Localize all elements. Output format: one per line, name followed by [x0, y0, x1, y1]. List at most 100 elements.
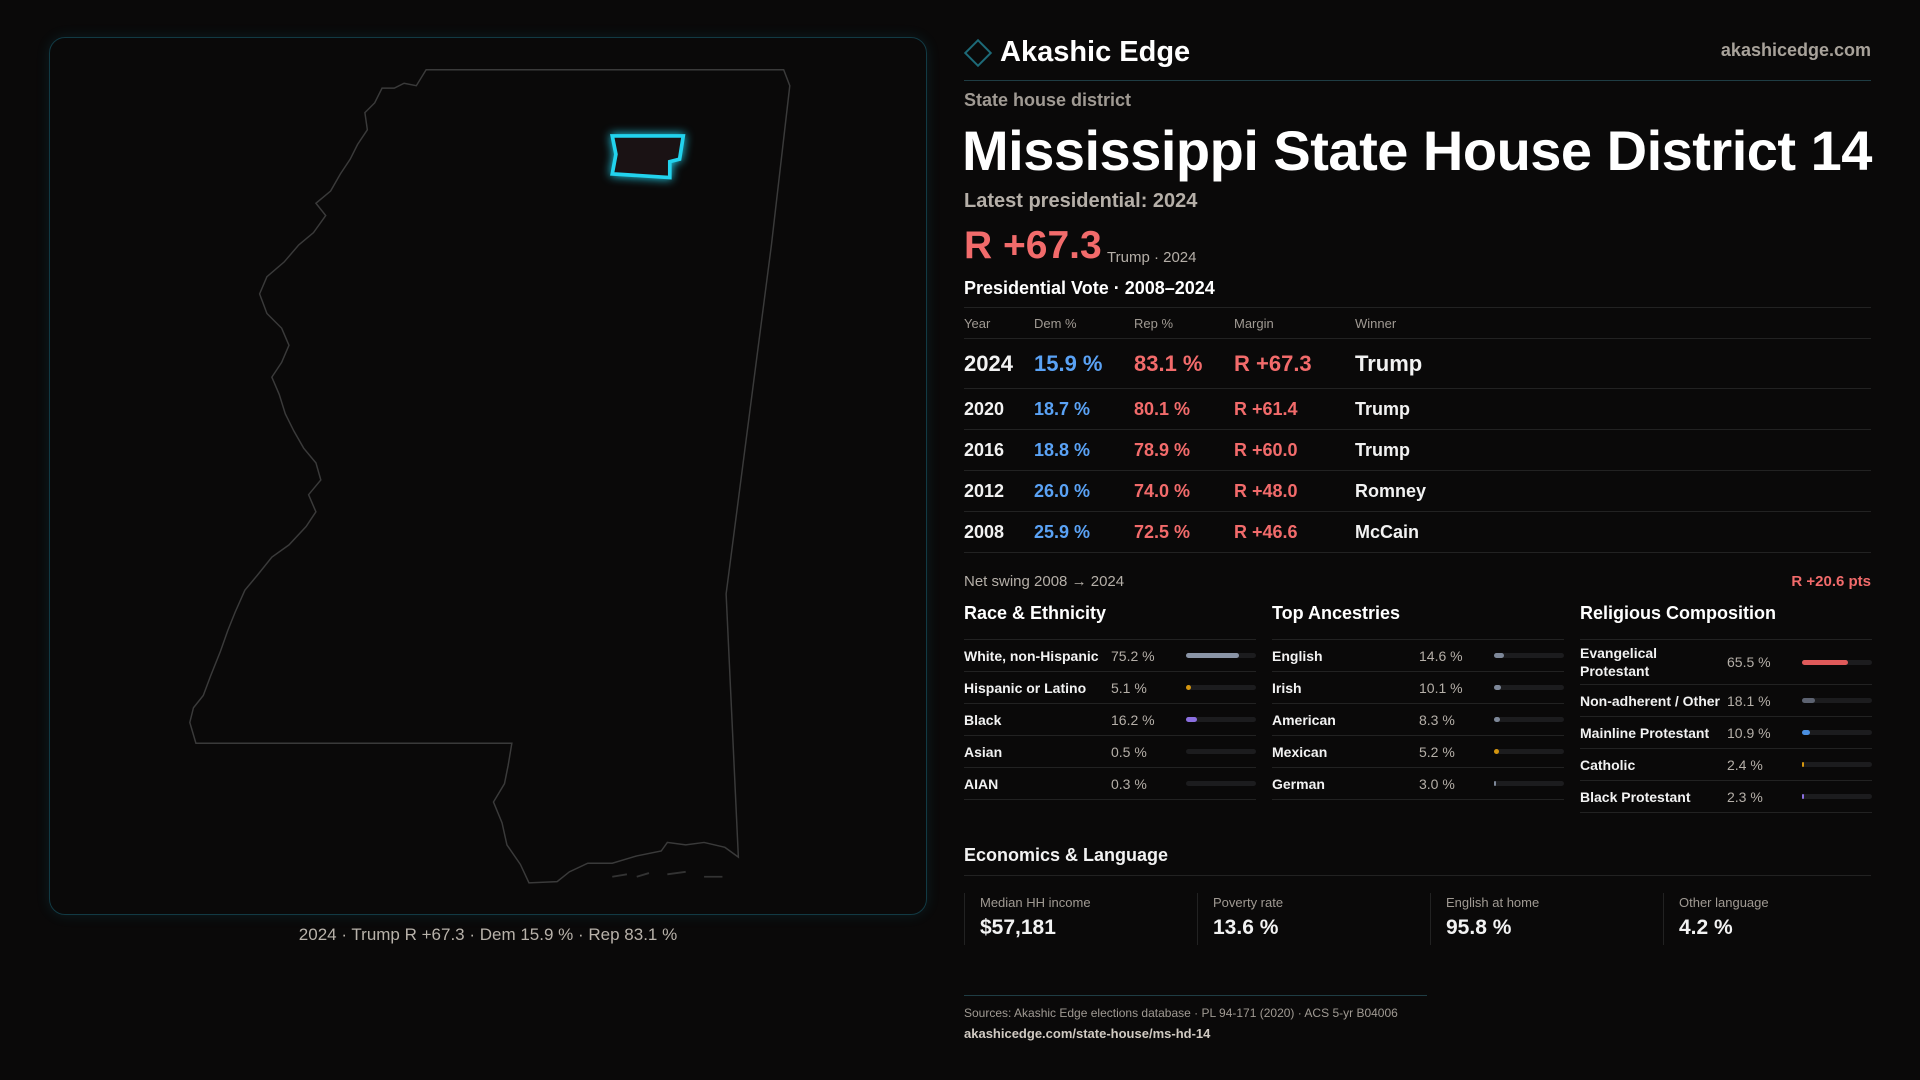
bar-fill [1494, 685, 1502, 690]
stat-card-income: Median HH income $57,181 [964, 893, 1197, 945]
religion-title: Religious Composition [1580, 603, 1872, 640]
cell-rep-pct: 78.9 % [1134, 429, 1234, 471]
row-label: White, non-Hispanic [964, 647, 1099, 664]
stat-card-poverty: Poverty rate 13.6 % [1197, 893, 1430, 945]
sources: Sources: Akashic Edge elections database… [964, 1006, 1398, 1020]
row-label: Black [964, 711, 1002, 728]
col-rep: Rep % [1134, 307, 1234, 339]
ancestry-row: American 8.3 % [1272, 704, 1564, 736]
row-value: 75.2 % [1111, 647, 1155, 664]
stat-label: Poverty rate [1213, 895, 1284, 910]
brand-logo[interactable]: Akashic Edge [963, 36, 1190, 69]
row-value: 2.4 % [1727, 756, 1763, 773]
bar-track [1494, 717, 1564, 722]
bar-fill [1186, 749, 1188, 754]
cell-rep-pct: 80.1 % [1134, 388, 1234, 430]
vote-row: 2012 26.0 % 74.0 % R +48.0 Romney [964, 470, 1871, 512]
row-label: Evangelical Protestant [1580, 645, 1658, 679]
bar-track [1802, 659, 1872, 665]
bar-fill [1186, 717, 1198, 722]
bar-fill [1494, 717, 1500, 722]
cell-dem-pct: 15.9 % [1034, 338, 1134, 389]
row-value: 5.1 % [1111, 679, 1147, 696]
bar-track [1494, 781, 1564, 786]
bar-fill [1186, 653, 1239, 658]
cell-winner: Trump [1355, 388, 1871, 430]
site-link[interactable]: akashicedge.com [1720, 40, 1871, 60]
bar-track [1186, 781, 1256, 786]
bar-fill [1186, 685, 1191, 690]
stat-label: English at home [1446, 895, 1540, 910]
row-value: 0.5 % [1111, 743, 1147, 760]
map-caption: 2024 · Trump R +67.3 · Dem 15.9 % · Rep … [298, 925, 678, 944]
row-label: American [1272, 711, 1336, 728]
page-url[interactable]: akashicedge.com/state-house/ms-hd-14 [964, 1026, 1211, 1041]
map-panel[interactable] [49, 37, 927, 915]
row-label: English [1272, 647, 1323, 664]
cell-year: 2024 [964, 338, 1034, 389]
race-section: Race & Ethnicity White, non-Hispanic 75.2 … [964, 603, 1256, 800]
cell-margin: R +60.0 [1234, 429, 1355, 471]
stat-value: 95.8 % [1446, 916, 1512, 939]
cell-winner: Romney [1355, 470, 1871, 512]
religion-row: Black Protestant 2.3 % [1580, 781, 1872, 813]
col-year: Year [964, 307, 1034, 339]
row-label: AIAN [964, 775, 999, 792]
religion-row: Mainline Protestant 10.9 % [1580, 717, 1872, 749]
bar-track [1802, 794, 1872, 799]
latest-winner: Trump · 2024 [1107, 249, 1197, 266]
economics-cards: Median HH income $57,181 Poverty rate 13.6… [964, 893, 1896, 945]
religion-row: Non-adherent / Other 18.1 % [1580, 685, 1872, 717]
header-divider [964, 80, 1871, 81]
ancestry-row: English 14.6 % [1272, 640, 1564, 672]
race-row: AIAN 0.3 % [964, 768, 1256, 800]
cell-winner: McCain [1355, 511, 1871, 553]
bar-track [1494, 653, 1564, 658]
ancestry-row: Mexican 5.2 % [1272, 736, 1564, 768]
vote-row: 2020 18.7 % 80.1 % R +61.4 Trump [964, 388, 1871, 430]
row-value: 3.0 % [1419, 775, 1455, 792]
bar-fill [1802, 762, 1804, 767]
bar-fill [1802, 730, 1810, 735]
bar-track [1494, 749, 1564, 754]
stat-value: 4.2 % [1679, 916, 1733, 939]
net-swing-value: R +20.6 pts [1791, 573, 1871, 590]
ancestry-section: Top Ancestries English 14.6 % Irish 10.1 % Am… [1272, 603, 1564, 800]
stat-card-english: English at home 95.8 % [1430, 893, 1663, 945]
col-margin: Margin [1234, 307, 1355, 339]
row-value: 16.2 % [1111, 711, 1155, 728]
row-value: 0.3 % [1111, 775, 1147, 792]
ancestry-title: Top Ancestries [1272, 603, 1564, 640]
page-title: Mississippi State House District 14 [962, 119, 1872, 182]
latest-margin: R +67.3 [964, 224, 1102, 267]
col-dem: Dem % [1034, 307, 1134, 339]
row-label: Black Protestant [1580, 788, 1691, 805]
row-value: 2.3 % [1727, 788, 1763, 805]
bar-track [1802, 698, 1872, 703]
ancestry-row: German 3.0 % [1272, 768, 1564, 800]
row-value: 18.1 % [1727, 692, 1771, 709]
row-value: 65.5 % [1727, 654, 1771, 670]
bar-fill [1802, 698, 1815, 703]
cell-winner: Trump [1355, 429, 1871, 471]
vote-row: 2024 15.9 % 83.1 % R +67.3 Trump [964, 338, 1871, 389]
cell-dem-pct: 26.0 % [1034, 470, 1134, 512]
cell-year: 2008 [964, 511, 1034, 553]
row-value: 10.1 % [1419, 679, 1463, 696]
cell-margin: R +67.3 [1234, 338, 1355, 389]
race-row: Black 16.2 % [964, 704, 1256, 736]
bar-track [1186, 685, 1256, 690]
cell-dem-pct: 18.7 % [1034, 388, 1134, 430]
diamond-logo-icon [963, 38, 993, 67]
row-value: 8.3 % [1419, 711, 1455, 728]
cell-margin: R +61.4 [1234, 388, 1355, 430]
religion-row: Evangelical Protestant 65.5 % [1580, 640, 1872, 685]
cell-winner: Trump [1355, 338, 1871, 389]
row-label: German [1272, 775, 1325, 792]
race-row: Asian 0.5 % [964, 736, 1256, 768]
cell-year: 2012 [964, 470, 1034, 512]
bar-fill [1494, 781, 1496, 786]
stat-value: $57,181 [980, 916, 1056, 939]
district-type: State house district [964, 90, 1132, 110]
stat-card-other-language: Other language 4.2 % [1663, 893, 1896, 945]
